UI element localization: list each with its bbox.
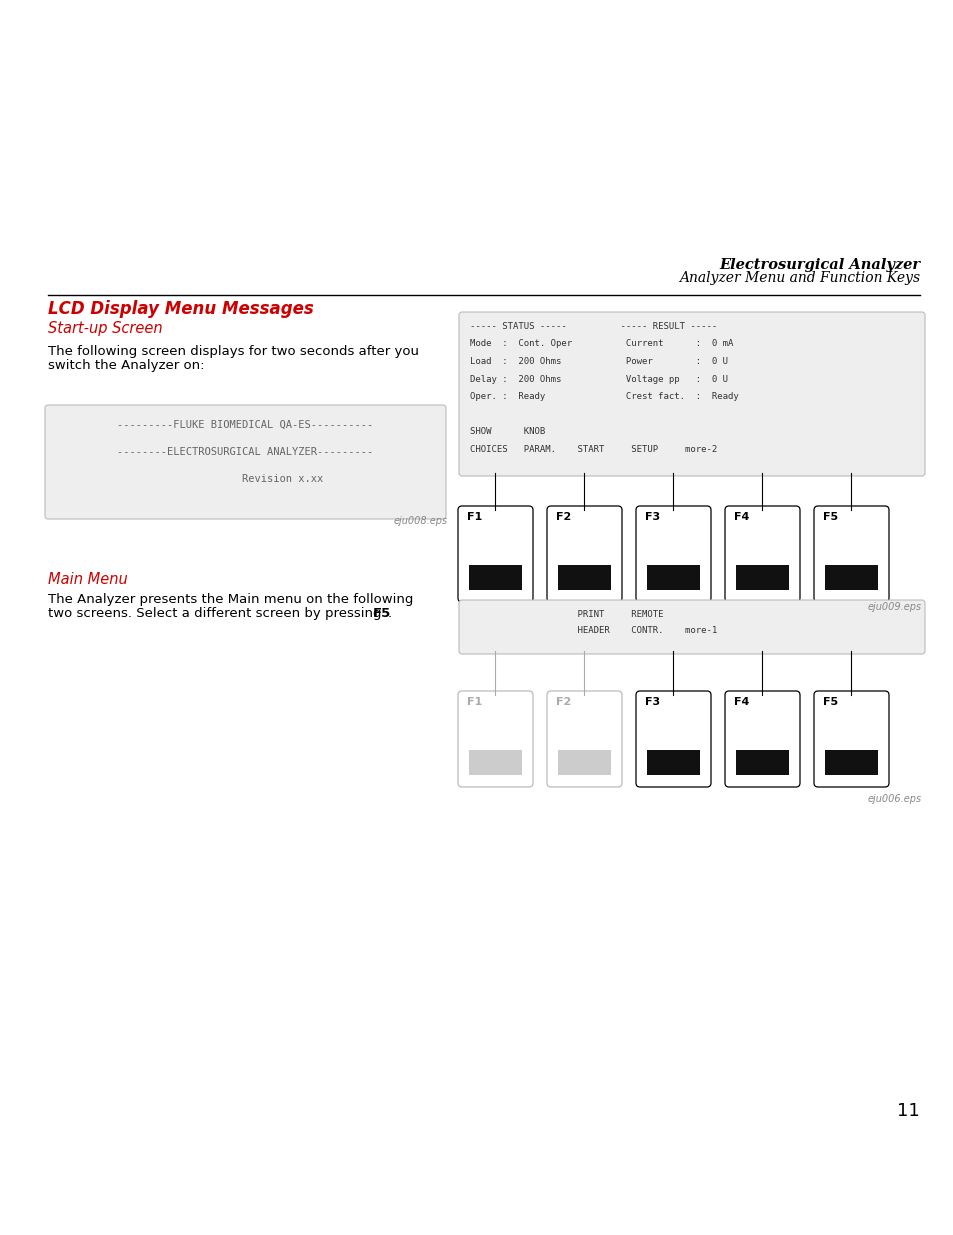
FancyBboxPatch shape bbox=[546, 506, 621, 601]
Bar bbox=[558, 564, 610, 590]
Text: F1: F1 bbox=[467, 697, 482, 706]
FancyBboxPatch shape bbox=[724, 506, 800, 601]
Text: F5: F5 bbox=[373, 606, 391, 620]
Text: F4: F4 bbox=[733, 697, 749, 706]
Text: F5: F5 bbox=[822, 697, 838, 706]
Bar bbox=[469, 564, 521, 590]
Text: F2: F2 bbox=[556, 697, 571, 706]
FancyBboxPatch shape bbox=[457, 506, 533, 601]
Bar bbox=[735, 564, 788, 590]
Bar bbox=[824, 750, 877, 776]
Text: ---------FLUKE BIOMEDICAL QA-ES----------: ---------FLUKE BIOMEDICAL QA-ES---------… bbox=[117, 420, 374, 430]
Text: --------ELECTROSURGICAL ANALYZER---------: --------ELECTROSURGICAL ANALYZER--------… bbox=[117, 447, 374, 457]
Bar bbox=[469, 750, 521, 776]
FancyBboxPatch shape bbox=[636, 692, 710, 787]
Text: ----- STATUS -----          ----- RESULT -----: ----- STATUS ----- ----- RESULT ----- bbox=[470, 322, 717, 331]
FancyBboxPatch shape bbox=[636, 506, 710, 601]
Text: PRINT     REMOTE: PRINT REMOTE bbox=[470, 610, 662, 619]
FancyBboxPatch shape bbox=[457, 692, 533, 787]
Text: The following screen displays for two seconds after you: The following screen displays for two se… bbox=[48, 345, 418, 358]
Text: F2: F2 bbox=[556, 513, 571, 522]
Bar bbox=[646, 750, 700, 776]
Text: .: . bbox=[388, 606, 392, 620]
Bar bbox=[646, 564, 700, 590]
Text: F3: F3 bbox=[644, 513, 659, 522]
Text: two screens. Select a different screen by pressing: two screens. Select a different screen b… bbox=[48, 606, 385, 620]
Text: Delay :  200 Ohms            Voltage pp   :  0 U: Delay : 200 Ohms Voltage pp : 0 U bbox=[470, 374, 727, 384]
FancyBboxPatch shape bbox=[45, 405, 446, 519]
Text: Start-up Screen: Start-up Screen bbox=[48, 321, 162, 336]
FancyBboxPatch shape bbox=[813, 506, 888, 601]
Text: eju009.eps: eju009.eps bbox=[867, 601, 921, 613]
Text: Main Menu: Main Menu bbox=[48, 572, 128, 587]
Text: Analyzer Menu and Function Keys: Analyzer Menu and Function Keys bbox=[679, 270, 919, 285]
FancyBboxPatch shape bbox=[458, 600, 924, 655]
Text: F1: F1 bbox=[467, 513, 482, 522]
Text: switch the Analyzer on:: switch the Analyzer on: bbox=[48, 359, 204, 372]
Bar bbox=[735, 750, 788, 776]
Text: F3: F3 bbox=[644, 697, 659, 706]
Text: SHOW      KNOB: SHOW KNOB bbox=[470, 427, 545, 436]
Text: Mode  :  Cont. Oper          Current      :  0 mA: Mode : Cont. Oper Current : 0 mA bbox=[470, 340, 733, 348]
Bar bbox=[824, 564, 877, 590]
FancyBboxPatch shape bbox=[724, 692, 800, 787]
Text: LCD Display Menu Messages: LCD Display Menu Messages bbox=[48, 300, 314, 317]
Text: 11: 11 bbox=[897, 1102, 919, 1120]
Text: Electrosurgical Analyzer: Electrosurgical Analyzer bbox=[719, 258, 919, 272]
Text: Oper. :  Ready               Crest fact.  :  Ready: Oper. : Ready Crest fact. : Ready bbox=[470, 391, 738, 401]
Text: F5: F5 bbox=[822, 513, 838, 522]
Text: eju008.eps: eju008.eps bbox=[394, 516, 448, 526]
Text: Load  :  200 Ohms            Power        :  0 U: Load : 200 Ohms Power : 0 U bbox=[470, 357, 727, 366]
Bar bbox=[558, 750, 610, 776]
Text: HEADER    CONTR.    more-1: HEADER CONTR. more-1 bbox=[470, 626, 717, 635]
FancyBboxPatch shape bbox=[813, 692, 888, 787]
Text: Revision x.xx: Revision x.xx bbox=[167, 474, 323, 484]
FancyBboxPatch shape bbox=[458, 312, 924, 475]
Text: F4: F4 bbox=[733, 513, 749, 522]
Text: eju006.eps: eju006.eps bbox=[867, 794, 921, 804]
Text: CHOICES   PARAM.    START     SETUP     more-2: CHOICES PARAM. START SETUP more-2 bbox=[470, 445, 717, 453]
Text: The Analyzer presents the Main menu on the following: The Analyzer presents the Main menu on t… bbox=[48, 593, 413, 606]
FancyBboxPatch shape bbox=[546, 692, 621, 787]
